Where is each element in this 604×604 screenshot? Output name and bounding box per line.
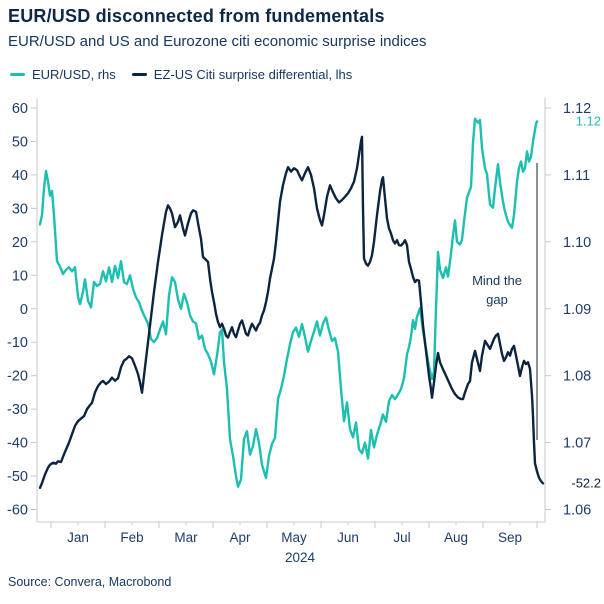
left-axis-tick-label: -10: [7, 335, 28, 351]
legend-item-differential: EZ-US Citi surprise differential, lhs: [131, 67, 353, 82]
legend-label-differential: EZ-US Citi surprise differential, lhs: [153, 67, 353, 82]
legend-item-eurusd: EUR/USD, rhs: [10, 67, 116, 82]
legend: EUR/USD, rhs EZ-US Citi surprise differe…: [10, 67, 352, 82]
mind-the-gap-annotation: Mind the gap: [452, 271, 542, 309]
chart-subtitle: EUR/USD and US and Eurozone citi economi…: [8, 33, 427, 50]
left-axis-tick-label: 40: [12, 168, 28, 184]
x-axis-month-label: Jul: [393, 530, 410, 545]
differential-line: [38, 135, 545, 489]
x-axis-month-label: Jan: [67, 530, 89, 545]
legend-label-eurusd: EUR/USD, rhs: [32, 67, 116, 82]
left-axis-tick-label: -20: [7, 369, 28, 385]
left-axis-tick-label: 0: [20, 302, 28, 318]
annotation-line-1: Mind the: [472, 273, 522, 288]
x-axis-month-label: Jun: [337, 530, 359, 545]
left-axis-tick-label: 50: [12, 134, 28, 150]
right-axis-tick-label: 1.07: [563, 436, 591, 452]
chart-title: EUR/USD disconnected from fundementals: [8, 6, 385, 26]
left-axis-tick-label: -40: [7, 436, 28, 452]
source-note: Source: Convera, Macrobond: [8, 575, 172, 589]
x-axis-year-label: 2024: [285, 550, 316, 565]
right-axis-tick-label: 1.08: [563, 369, 591, 385]
left-axis-tick-label: 60: [12, 101, 28, 117]
right-axis-tick-label: 1.12: [563, 101, 591, 117]
left-axis-tick-label: 10: [12, 268, 28, 284]
x-axis-month-label: Sep: [498, 530, 522, 545]
differential-last-value-label: -52.2: [571, 475, 601, 490]
x-axis-month-label: Aug: [444, 530, 468, 545]
x-axis-month-label: Apr: [229, 530, 251, 545]
eurusd-last-value-label: 1.12: [576, 113, 601, 128]
right-axis-tick-label: 1.06: [563, 503, 591, 519]
left-axis-tick-label: -60: [7, 503, 28, 519]
x-axis-month-label: Mar: [174, 530, 198, 545]
left-axis-tick-label: 30: [12, 201, 28, 217]
right-axis-tick-label: 1.10: [563, 235, 591, 251]
left-axis-tick-label: 20: [12, 235, 28, 251]
right-axis-tick-label: 1.09: [563, 302, 591, 318]
right-axis-tick-label: 1.11: [563, 168, 590, 184]
legend-swatch-navy-icon: [131, 73, 147, 76]
left-axis-tick-label: -30: [7, 402, 28, 418]
x-axis-month-label: May: [281, 530, 307, 545]
x-axis-month-label: Feb: [120, 530, 143, 545]
left-axis-tick-label: -50: [7, 469, 28, 485]
legend-swatch-teal-icon: [10, 73, 25, 76]
annotation-line-2: gap: [486, 292, 508, 307]
eurusd-line: [38, 117, 539, 488]
